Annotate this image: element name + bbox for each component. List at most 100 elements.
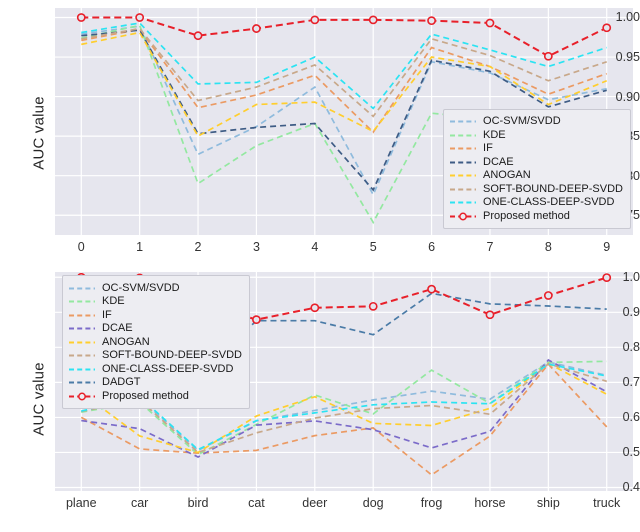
data-point-marker (427, 284, 436, 294)
y-tick-label: 0.7 (622, 375, 640, 390)
legend-item[interactable]: IF (69, 309, 242, 322)
x-tick-label: car (130, 496, 149, 510)
chart-panel-bottom: AUC value 0.4 0.5 0.6 0.7 0.8 0.9 1.0 plane car… (0, 266, 640, 532)
legend-item[interactable]: ONE-CLASS-DEEP-SVDD (450, 196, 623, 209)
legend-label: DCAE (102, 322, 133, 334)
legend-swatch-icon (450, 184, 477, 195)
series-line-2 (80, 362, 608, 476)
legend-item[interactable]: KDE (69, 295, 242, 308)
legend-label: DCAE (483, 155, 514, 168)
legend-item[interactable]: OC-SVM/SVDD (69, 282, 242, 295)
data-point-marker (543, 291, 553, 300)
legend-top[interactable]: OC-SVM/SVDD KDE IF DCAE ANOGAN SOFT-BOUND-DEE… (443, 108, 631, 229)
legend-item[interactable]: SOFT-BOUND-DEEP-SVDD (69, 349, 242, 362)
legend-label: Proposed method (483, 209, 570, 222)
series-line-5 (81, 27, 607, 118)
y-tick-label: 0.95 (615, 50, 640, 65)
legend-label: ANOGAN (483, 169, 531, 181)
y-tick-label: 0.6 (622, 410, 640, 425)
y-axis-label-top: AUC value (30, 96, 48, 170)
legend-label: DADGT (102, 376, 141, 388)
legend-item[interactable]: ANOGAN (69, 336, 242, 349)
series-line-0 (81, 361, 607, 452)
x-tick-label: 1 (136, 240, 144, 254)
series-line-4 (81, 31, 608, 138)
legend-swatch-icon (69, 391, 95, 402)
legend-label: OC-SVM/SVDD (102, 281, 180, 294)
data-point-marker (602, 23, 612, 33)
legend-item[interactable]: DADGT (69, 376, 242, 389)
legend-item[interactable]: ONE-CLASS-DEEP-SVDD (69, 363, 242, 376)
y-tick-label: 1.00 (615, 10, 640, 25)
series-line-4 (80, 362, 608, 454)
y-tick-label: 0.4 (622, 480, 640, 495)
legend-item[interactable]: OC-SVM/SVDD (450, 115, 623, 128)
legend-label: SOFT-BOUND-DEEP-SVDD (483, 182, 623, 195)
data-point-marker (368, 301, 378, 311)
series-line-0 (81, 25, 607, 197)
x-tick-label: bird (187, 496, 209, 510)
legend-swatch-icon (450, 116, 477, 127)
legend-swatch-icon (450, 197, 477, 208)
x-tick-label: 4 (311, 240, 319, 254)
legend-item[interactable]: KDE (450, 129, 623, 142)
x-tick-label: dog (362, 496, 384, 510)
legend-swatch-icon (69, 283, 95, 294)
legend-swatch-icon (450, 143, 477, 154)
legend-swatch-icon (69, 364, 95, 375)
x-tick-label: 9 (603, 240, 611, 254)
y-tick-label: 0.5 (622, 445, 640, 460)
x-tick-label: 7 (486, 240, 494, 254)
legend-swatch-icon (450, 157, 477, 168)
legend-item[interactable]: SOFT-BOUND-DEEP-SVDD (450, 183, 623, 196)
series-line-7 (81, 16, 608, 58)
legend-item[interactable]: ANOGAN (450, 169, 623, 182)
plot-canvas (55, 272, 633, 491)
data-point-marker (252, 24, 261, 33)
legend-item[interactable]: Proposed method (69, 390, 242, 403)
legend-label: KDE (102, 295, 125, 307)
data-point-marker (602, 273, 612, 283)
y-tick-label: 1.0 (622, 270, 640, 285)
legend-label: SOFT-BOUND-DEEP-SVDD (102, 349, 242, 361)
legend-swatch-icon (69, 377, 95, 388)
x-tick-label: frog (420, 496, 443, 510)
legend-swatch-icon (69, 337, 95, 348)
legend-label: IF (102, 308, 112, 321)
legend-swatch-icon (450, 211, 477, 222)
x-tick-label: 2 (194, 240, 202, 254)
y-axis-label-bottom: AUC value (30, 362, 48, 436)
x-tick-label: deer (302, 496, 328, 510)
data-point-marker (252, 315, 261, 325)
x-tick-label: ship (536, 496, 560, 510)
x-tick-label: 5 (369, 240, 377, 254)
legend-swatch-icon (69, 323, 95, 334)
data-point-marker (427, 16, 436, 26)
legend-item[interactable]: Proposed method (450, 210, 623, 223)
legend-item[interactable]: DCAE (450, 156, 623, 169)
legend-label: ONE-CLASS-DEEP-SVDD (102, 362, 234, 375)
x-tick-label: 6 (428, 240, 436, 254)
chart-panel-top: AUC value 0.750.800.850.900.951.00 01234… (30, 8, 640, 254)
legend-item[interactable]: IF (450, 142, 623, 155)
data-point-marker (76, 13, 86, 22)
data-point-marker (485, 310, 495, 320)
legend-bottom[interactable]: OC-SVM/SVDD KDE IF DCAE ANOGAN SOFT-BOUND-DEE… (62, 275, 250, 409)
x-tick-label: plane (65, 496, 97, 510)
data-point-marker (485, 18, 495, 28)
series-line-3 (81, 358, 608, 458)
legend-swatch-icon (69, 310, 95, 321)
data-point-marker (368, 15, 378, 25)
series-line-5 (81, 362, 607, 454)
data-point-marker (135, 13, 145, 22)
series-line-6 (81, 363, 607, 451)
x-tick-label: horse (474, 496, 506, 510)
series-line-6 (81, 22, 607, 110)
legend-item[interactable]: DCAE (69, 322, 242, 335)
y-tick-label: 0.8 (622, 340, 640, 355)
data-point-marker (310, 303, 320, 313)
legend-label: IF (483, 142, 493, 154)
x-tick-label: cat (248, 496, 265, 510)
data-point-marker (310, 15, 320, 25)
